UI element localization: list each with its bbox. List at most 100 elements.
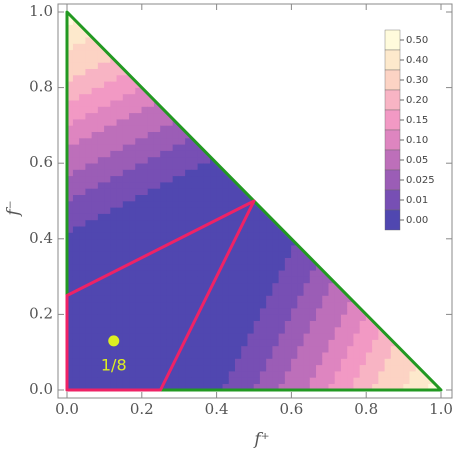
contour-cell [291,364,298,372]
contour-cell [185,213,192,221]
contour-cell [85,93,93,101]
contour-cell [147,213,155,221]
contour-cell [72,219,80,227]
contour-cell [191,345,199,353]
contour-cell [116,326,124,334]
contour-cell [316,339,323,347]
contour-cell [185,339,192,347]
contour-cell [247,339,255,347]
contour-cell [297,288,305,296]
contour-cell [97,125,105,132]
contour-cell [91,232,99,240]
contour-cell [67,345,74,353]
contour-cell [110,320,118,328]
contour-cell [166,137,174,145]
contour-cell [147,288,155,296]
contour-cell [359,333,367,340]
contour-cell [178,370,186,378]
contour-cell [172,314,180,321]
contour-cell [272,333,280,340]
contour-cell [72,131,80,139]
legend-label: 0.20 [406,95,428,106]
contour-cell [228,326,236,334]
contour-cell [241,307,249,315]
contour-cell [79,43,86,51]
contour-cell [216,364,224,372]
contour-cell [415,377,423,384]
contour-cell [67,118,74,126]
contour-cell [135,93,143,101]
contour-cell [222,339,230,347]
contour-cell [222,282,230,290]
contour-cell [153,118,161,126]
contour-cell [297,320,305,328]
contour-cell [67,74,74,82]
contour-cell [266,383,273,390]
contour-cell [185,156,192,164]
contour-cell [67,238,74,246]
contour-cell [97,162,105,170]
contour-cell [116,207,124,214]
contour-cell [141,150,149,158]
contour-cell [235,244,242,252]
contour-cell [253,219,261,227]
contour-cell [297,383,305,390]
contour-cell [216,351,224,359]
contour-cell [297,377,305,384]
contour-cell [278,314,286,321]
contour-cell [334,326,342,334]
contour-cell [259,301,267,309]
contour-cell [135,339,143,347]
contour-cell [291,333,298,340]
contour-cell [284,333,292,340]
contour-cell [153,301,161,309]
contour-cell [403,377,411,384]
contour-cell [191,295,199,303]
contour-cell [172,137,180,145]
contour-cell [259,333,267,340]
contour-cell [322,377,330,384]
contour-cell [172,383,180,390]
contour-cell [91,49,99,57]
contour-cell [428,383,436,390]
contour-cell [122,276,130,284]
contour-cell [203,320,211,328]
contour-cell [316,307,323,315]
contour-cell [116,81,124,88]
contour-cell [328,351,336,359]
contour-cell [129,238,136,246]
contour-cell [278,295,286,303]
contour-cell [247,351,255,359]
contour-cell [147,150,155,158]
contour-cell [178,383,186,390]
contour-cell [72,68,80,76]
contour-cell [135,326,143,334]
contour-cell [141,377,149,384]
contour-cell [104,276,111,284]
contour-cell [222,270,230,277]
contour-cell [85,288,93,296]
contour-cell [67,307,74,315]
contour-cell [253,232,261,240]
contour-cell [91,68,99,76]
contour-cell [160,270,168,277]
contour-cell [197,169,205,177]
contour-cell [72,137,80,145]
contour-cell [353,364,361,372]
contour-cell [172,188,180,195]
contour-cell [122,169,130,177]
contour-cell [272,326,280,334]
contour-cell [203,282,211,290]
contour-cell [122,99,130,107]
contour-cell [104,200,111,208]
legend-swatch [384,69,401,91]
contour-cell [97,263,105,271]
contour-cell [297,307,305,315]
contour-cell [85,181,93,189]
contour-cell [141,358,149,366]
contour-cell [135,307,143,315]
contour-cell [91,257,99,265]
contour-cell [172,194,180,202]
contour-cell [422,377,429,384]
contour-cell [122,150,130,158]
